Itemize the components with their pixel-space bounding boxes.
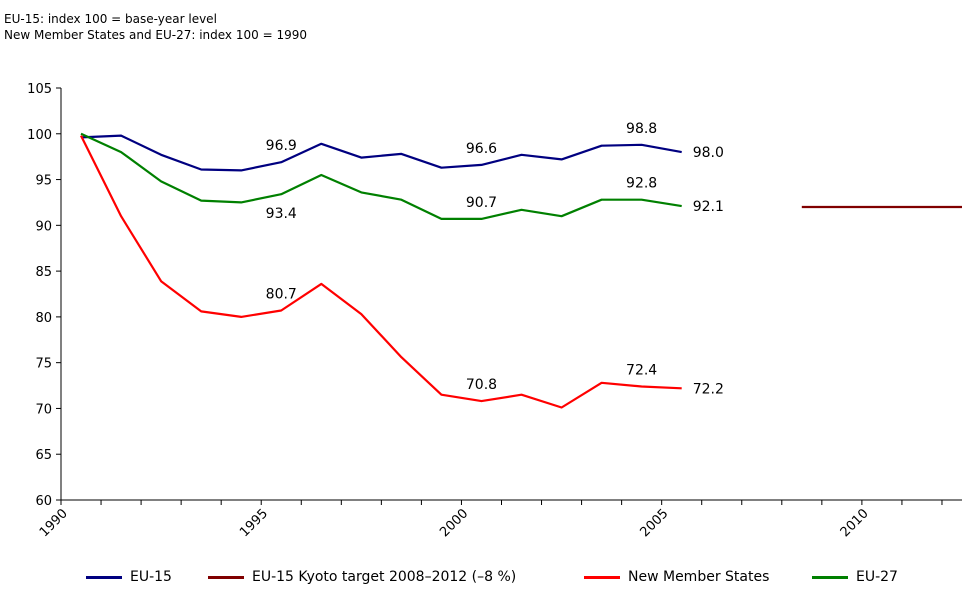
legend-item-eu27: EU-27 — [812, 569, 898, 585]
legend-item-new-member-states: New Member States — [584, 569, 769, 585]
note-nms-eu27-index: New Member States and EU-27: index 100 =… — [4, 28, 307, 42]
y-tick-label: 65 — [35, 448, 52, 463]
legend-swatch-kyoto-target — [208, 575, 244, 579]
legend-item-eu15: EU-15 — [86, 569, 172, 585]
legend-swatch-new-member-states — [584, 575, 620, 579]
data-label: 93.4 — [266, 206, 297, 222]
series-line-eu-15 — [80, 134, 682, 172]
y-tick-label: 90 — [35, 219, 52, 234]
series-lines — [80, 132, 962, 409]
legend-label-eu27: EU-27 — [856, 569, 898, 585]
note-eu15-index: EU-15: index 100 = base-year level — [4, 12, 217, 26]
y-tick-label: 105 — [27, 82, 52, 97]
legend-item-kyoto-target: EU-15 Kyoto target 2008–2012 (–8 %) — [208, 569, 516, 585]
data-label: 72.2 — [693, 381, 724, 397]
data-label: 92.1 — [693, 199, 724, 215]
series-line-eu-27 — [80, 132, 682, 220]
data-label: 96.9 — [266, 138, 297, 154]
y-tick-label: 70 — [35, 402, 52, 417]
y-tick-label: 60 — [35, 494, 52, 509]
x-tick-label: 2010 — [838, 506, 872, 540]
legend-label-new-member-states: New Member States — [628, 569, 770, 585]
x-tick-label: 1990 — [37, 506, 71, 540]
x-tick-label: 2000 — [437, 506, 471, 540]
y-tick-label: 95 — [35, 174, 52, 189]
y-tick-label: 75 — [35, 357, 52, 372]
legend-swatch-eu15 — [86, 575, 122, 579]
y-tick-label: 100 — [27, 128, 52, 143]
series-line-new-member-states — [80, 135, 682, 409]
y-tick-label: 80 — [35, 311, 52, 326]
axes: 60 65 70 75 80 85 90 95 100 105 1990 1995 2000 2005 20… — [27, 82, 962, 540]
data-label: 92.8 — [626, 176, 657, 192]
data-label: 72.4 — [626, 362, 657, 378]
legend-label-eu15: EU-15 — [130, 569, 172, 585]
data-label: 90.7 — [466, 195, 497, 211]
data-label: 70.8 — [466, 377, 497, 393]
data-label: 80.7 — [266, 286, 297, 302]
line-chart: 60 65 70 75 80 85 90 95 100 105 1990 1995 2000 2005 20… — [27, 82, 962, 540]
data-label: 98.8 — [626, 121, 657, 137]
data-labels: 96.9 96.6 98.8 98.0 93.4 90.7 92.8 92.1 80.7 70.8… — [266, 121, 724, 398]
data-label: 96.6 — [466, 141, 497, 157]
x-tick-label: 2005 — [637, 506, 671, 540]
data-label: 98.0 — [693, 145, 724, 161]
legend-swatch-eu27 — [812, 575, 848, 579]
legend: EU-15 EU-15 Kyoto target 2008–2012 (–8 %… — [0, 569, 977, 593]
y-tick-label: 85 — [35, 265, 52, 280]
x-tick-label: 1995 — [237, 506, 271, 540]
legend-label-kyoto-target: EU-15 Kyoto target 2008–2012 (–8 %) — [252, 569, 517, 585]
